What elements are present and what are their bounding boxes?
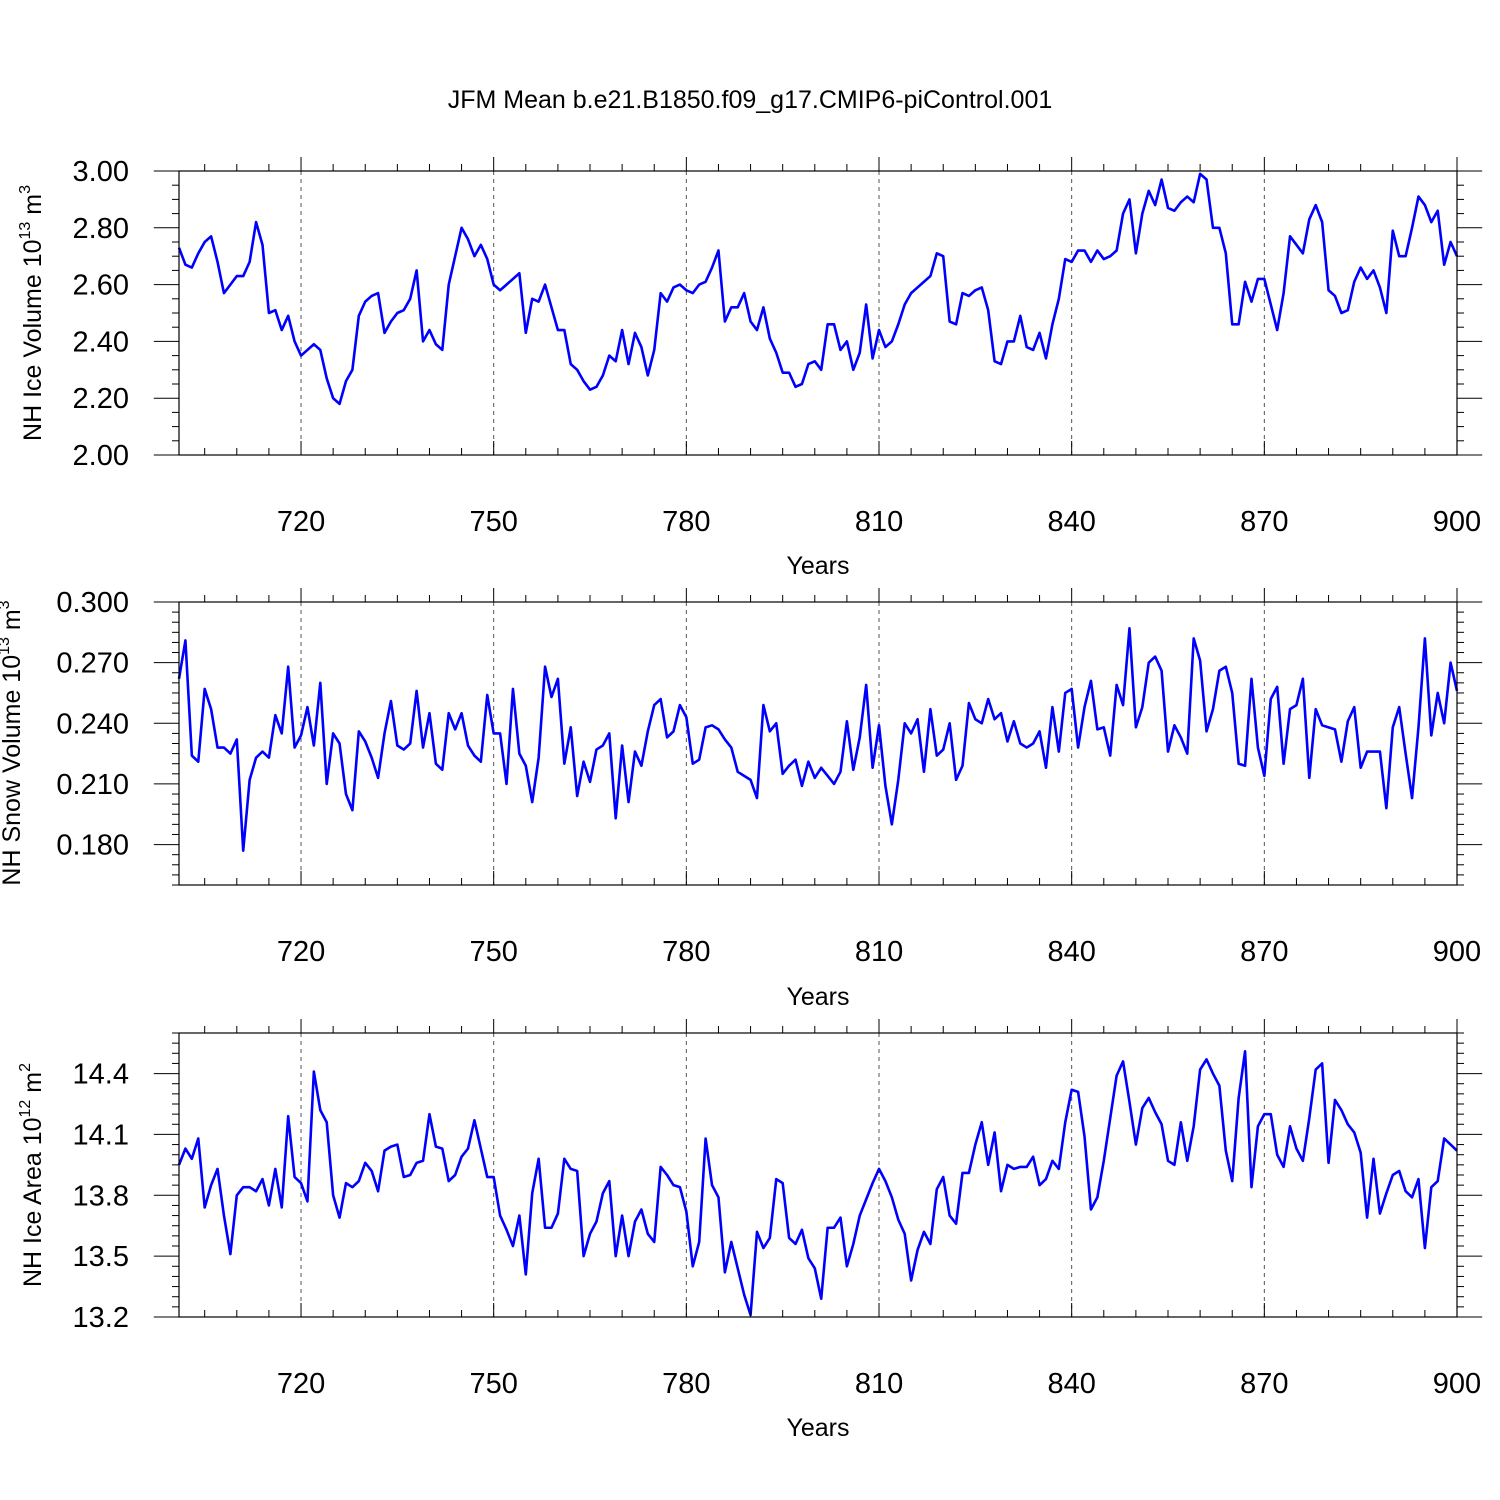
x-tick-label: 870 [1240, 1368, 1288, 1400]
y-tick-label: 14.1 [73, 1119, 129, 1151]
x-tick-label: 900 [1433, 1368, 1481, 1400]
y-tick-label: 13.2 [73, 1302, 129, 1334]
x-axis-label: Years [786, 1414, 849, 1442]
panel-ice-area: NH Ice Area 1012 m2 Years 720 750 780 810 84… [17, 1019, 1483, 1442]
y-axis-label: NH Snow Volume 1013 m3 [0, 600, 26, 885]
y-tick-label: 14.4 [73, 1059, 129, 1091]
x-axis-label: Years [786, 552, 849, 580]
series-line [177, 1049, 1458, 1317]
y-tick-label: 2.40 [73, 326, 129, 358]
y-tick-label: 0.270 [56, 648, 129, 680]
x-tick-label: 840 [1047, 936, 1095, 968]
x-tick-label: 900 [1433, 506, 1481, 538]
x-tick-label: 810 [855, 1368, 903, 1400]
y-tick-label: 2.00 [73, 440, 129, 472]
y-axis-label: NH Ice Area 1012 m2 [17, 1063, 47, 1287]
x-tick-label: 720 [277, 1368, 325, 1400]
x-tick-label: 750 [469, 1368, 517, 1400]
y-tick-label: 0.180 [56, 830, 129, 862]
x-tick-label: 750 [469, 506, 517, 538]
x-tick-label: 780 [662, 936, 710, 968]
x-tick-label: 870 [1240, 936, 1288, 968]
y-tick-label: 0.240 [56, 708, 129, 740]
y-tick-label: 13.8 [73, 1180, 129, 1212]
series-line [177, 172, 1459, 406]
y-tick-label: 2.80 [73, 213, 129, 245]
y-tick-label: 2.20 [73, 383, 129, 415]
y-tick-label: 13.5 [73, 1241, 129, 1273]
x-axis-label: Years [786, 983, 849, 1011]
x-tick-label: 870 [1240, 506, 1288, 538]
panel-ice-volume: NH Ice Volume 1013 m3 Years 720 750 780 810… [17, 156, 1483, 580]
series-line [177, 626, 1459, 852]
x-tick-label: 840 [1047, 506, 1095, 538]
y-tick-label: 3.00 [73, 156, 129, 188]
x-tick-label: 840 [1047, 1368, 1095, 1400]
y-tick-label: 2.60 [73, 270, 129, 302]
x-tick-label: 900 [1433, 936, 1481, 968]
x-tick-label: 780 [662, 1368, 710, 1400]
x-tick-label: 750 [469, 936, 517, 968]
y-tick-label: 0.210 [56, 769, 129, 801]
plot-frame [178, 1032, 1458, 1318]
x-tick-label: 810 [855, 936, 903, 968]
panel-snow-volume: NH Snow Volume 1013 m3 Years 720 750 780 81… [0, 587, 1483, 1011]
x-tick-label: 810 [855, 506, 903, 538]
y-tick-label: 0.300 [56, 587, 129, 619]
y-axis-label: NH Ice Volume 1013 m3 [17, 185, 47, 441]
chart-title: JFM Mean b.e21.B1850.f09_g17.CMIP6-piCon… [448, 86, 1053, 114]
plot-frame [178, 601, 1458, 886]
x-tick-label: 720 [277, 506, 325, 538]
x-tick-label: 720 [277, 936, 325, 968]
x-tick-label: 780 [662, 506, 710, 538]
plot-frame [178, 170, 1458, 456]
